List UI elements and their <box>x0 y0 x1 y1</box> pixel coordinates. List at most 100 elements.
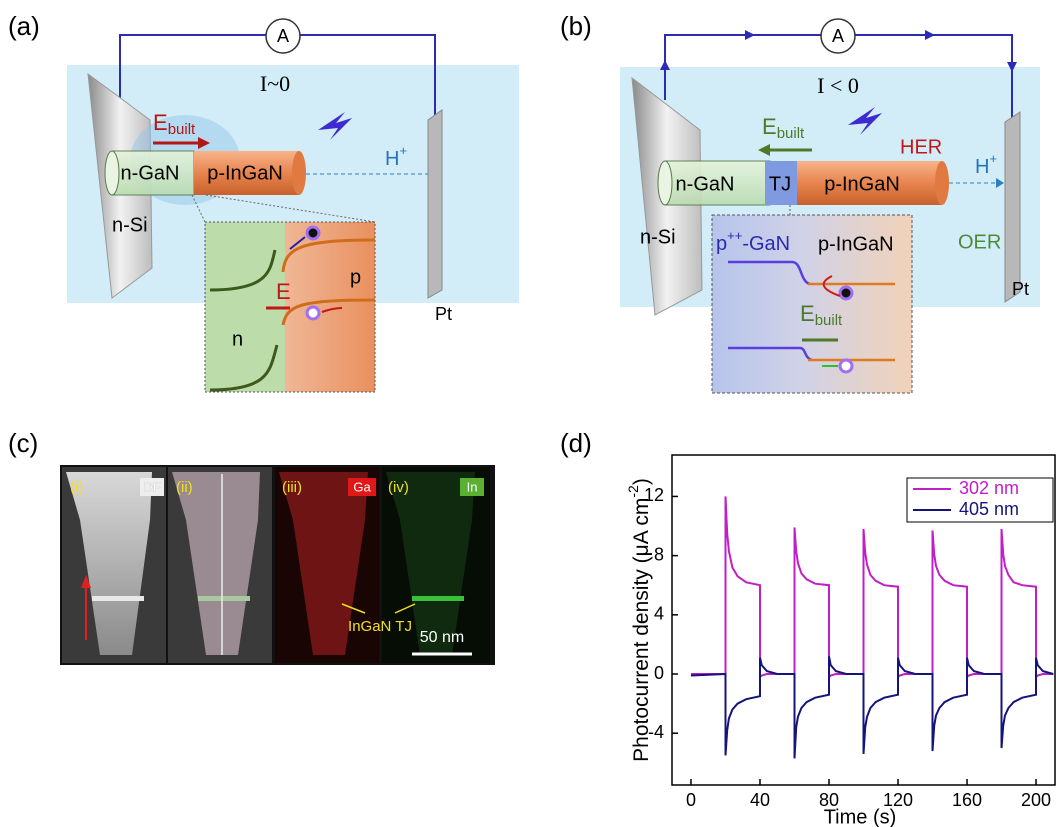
wire <box>300 34 436 118</box>
p-ingan-cylinder <box>797 161 942 205</box>
tj-label: TJ <box>769 173 791 195</box>
ammeter-label: A <box>277 26 289 46</box>
plot-area <box>690 496 1054 759</box>
proton-label: H+ <box>975 151 997 178</box>
y-tick-label: 8 <box>654 544 664 564</box>
junction <box>92 596 144 601</box>
x-tick-label: 0 <box>686 790 696 810</box>
inset-field-label: Ebuilt <box>800 301 843 329</box>
inset-n-label: n <box>232 328 243 350</box>
field-symbol: E <box>762 114 777 139</box>
band-edge <box>728 260 811 286</box>
series-line <box>691 496 1054 680</box>
cylinder-end <box>935 161 949 205</box>
scale-bar-label: 50 nm <box>420 629 464 646</box>
her-label: HER <box>900 136 942 158</box>
current-arrow <box>1007 62 1017 72</box>
field-label: Ebuilt <box>153 110 196 138</box>
panel-label: (d) <box>560 428 592 458</box>
tj-cylinder <box>765 161 797 205</box>
x-tick-label: 40 <box>750 790 770 810</box>
tag-box <box>348 478 376 496</box>
panel-c: (c) (i) DF (ii) (iii) Ga (iv) In InGaN T… <box>8 428 495 665</box>
y-axis-label-end: ) <box>630 478 653 485</box>
nanowire <box>66 472 152 655</box>
inset-right-label: p-InGaN <box>818 233 894 255</box>
legend-box <box>906 477 1054 523</box>
junction <box>412 596 464 601</box>
field-symbol: E <box>153 110 168 135</box>
n-gan-cylinder <box>664 160 771 206</box>
series-line <box>690 656 1054 759</box>
legend-label: 302 nm <box>959 478 1019 498</box>
tile-label: (ii) <box>176 479 193 496</box>
y-axis-label-text: Photocurrent density (μA cm <box>630 498 653 762</box>
panel-d: (d) Photocurrent density (μA cm-2) Time … <box>560 428 1056 827</box>
cylinder-end <box>657 160 673 206</box>
hole <box>305 305 321 321</box>
arrowhead <box>198 137 210 149</box>
inset-frame <box>711 214 913 394</box>
p-ingan-cylinder <box>194 151 299 195</box>
panel-label: (a) <box>8 11 40 41</box>
field-label: Ebuilt <box>762 114 805 142</box>
tag-box <box>460 478 484 496</box>
electrode-label: Pt <box>1012 279 1029 299</box>
proton-label: H+ <box>385 143 407 170</box>
y-tick-label: -4 <box>648 722 664 742</box>
n-gan-label: n-GaN <box>121 162 180 184</box>
electron <box>305 225 321 241</box>
n-gan-label: n-GaN <box>676 173 735 195</box>
pt-electrode <box>1004 111 1021 303</box>
tag-box <box>140 478 164 496</box>
pointer <box>394 603 416 614</box>
current-arrow <box>745 30 755 40</box>
y-tick-label: 4 <box>654 604 664 624</box>
light-bolt <box>318 112 352 140</box>
band-edge <box>281 238 376 273</box>
arrowhead <box>758 144 770 156</box>
current-label: I < 0 <box>817 73 859 98</box>
nanowire <box>279 472 368 655</box>
pointer <box>341 603 366 614</box>
tile-label: (iii) <box>282 479 302 496</box>
nanowire <box>386 472 475 655</box>
zoom-line <box>191 194 206 223</box>
current-label: I~0 <box>260 71 290 96</box>
oer-label: OER <box>958 231 1001 253</box>
p-ingan-label: p-InGaN <box>824 173 900 195</box>
panel-a: (a) A I~0 n-Si n-GaN p-InGaN Ebuilt H+ P… <box>8 11 519 393</box>
pt-electrode <box>427 109 443 299</box>
hole-arrow <box>321 307 343 313</box>
inset-left-symbol: p <box>716 233 727 255</box>
annotation: InGaN TJ <box>348 618 412 635</box>
inset-field-symbol: E <box>800 301 815 326</box>
band-edge <box>209 344 279 392</box>
inset-field-label: E <box>276 279 291 304</box>
hole <box>838 358 854 374</box>
inset-left-label: p++-GaN <box>716 228 790 255</box>
ammeter-label: A <box>832 26 844 46</box>
proton-charge: + <box>989 151 997 166</box>
tile-tag: In <box>467 479 478 494</box>
proton-charge: + <box>399 143 407 158</box>
substrate-label: n-Si <box>112 214 148 236</box>
inset <box>712 215 912 393</box>
proton-symbol: H <box>385 148 399 170</box>
inset-field-subscript: built <box>815 312 843 329</box>
panel-label: (c) <box>8 428 38 458</box>
junction <box>198 596 250 601</box>
current-arrow <box>660 60 670 70</box>
x-tick-label: 160 <box>952 790 982 810</box>
inset-left-superscript: ++ <box>727 228 742 243</box>
zoom-line <box>205 194 376 223</box>
cylinder-end <box>104 150 120 196</box>
band-edge <box>209 249 277 292</box>
electron <box>838 285 854 301</box>
arrowhead <box>996 178 1004 188</box>
y-tick-label: 12 <box>644 485 664 505</box>
electron-arrow <box>289 236 306 250</box>
field-subscript: built <box>777 125 805 142</box>
current-arrow <box>925 30 935 40</box>
